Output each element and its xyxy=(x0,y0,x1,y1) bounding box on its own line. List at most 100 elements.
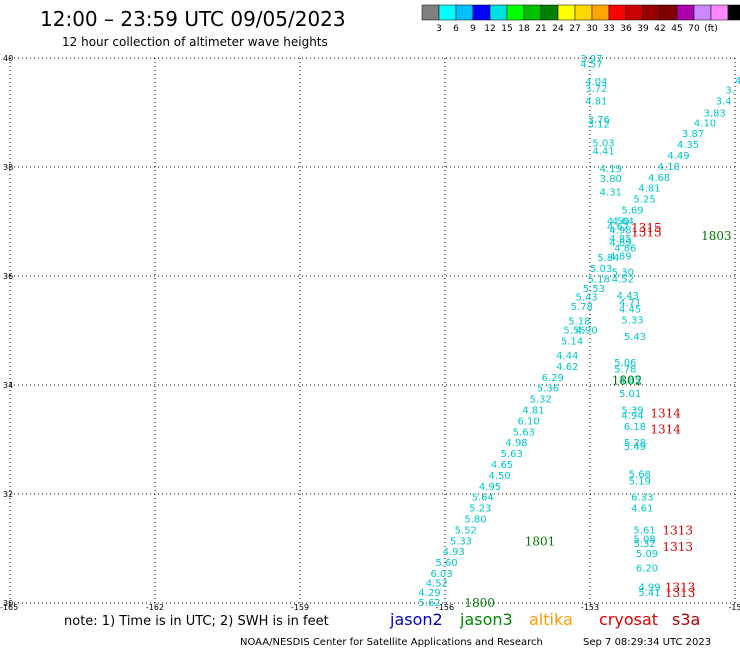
swh-value-label: 4.85 xyxy=(609,234,631,245)
swh-value-label: 5.78 xyxy=(571,302,593,313)
swh-value-label: 5.30 xyxy=(612,268,634,279)
swh-value-label: 5.55 xyxy=(563,325,585,336)
swh-value-label: 3.12 xyxy=(588,119,610,130)
swh-value-label: 5.33 xyxy=(450,536,472,547)
swh-value-label: 4.52 xyxy=(612,275,634,286)
swh-value-label: 4.99 xyxy=(638,583,660,594)
swh-value-label: 4.65 xyxy=(491,460,513,471)
swh-value-label: 4.71 xyxy=(619,298,641,309)
swh-value-label: 4.10 xyxy=(694,118,716,129)
scale-swatch xyxy=(421,4,440,21)
swh-value-label: 5.33 xyxy=(621,316,643,327)
grid-lines xyxy=(9,57,736,604)
scale-tick-label: 30 xyxy=(586,24,598,34)
pass-time-label: 1802 xyxy=(612,374,643,388)
swh-value-label: 3.97 xyxy=(580,54,602,65)
footer-note: note: 1) Time is in UTC; 2) SWH is in fe… xyxy=(64,614,329,629)
swh-value-label: 5.39 xyxy=(621,406,643,417)
x-tick-label: -159 xyxy=(291,603,309,612)
pass-time-label: 1313 xyxy=(665,586,696,600)
scale-swatch xyxy=(472,4,491,21)
swh-value-label: 4.94 xyxy=(621,411,643,422)
x-tick-label: -153 xyxy=(581,603,599,612)
scale-swatch xyxy=(642,4,661,21)
sat-s3a-label: s3a xyxy=(672,610,700,629)
data-labels: 43.3.43.834.103.874.354.494.184.684.815.… xyxy=(418,54,740,609)
swh-value-label: 5.14 xyxy=(561,336,583,347)
swh-value-label: 4.35 xyxy=(677,140,699,151)
swh-value-label: 5.32 xyxy=(530,395,552,406)
swh-value-label: 4.52 xyxy=(426,578,448,589)
scale-swatch xyxy=(438,4,457,21)
scale-swatch xyxy=(523,4,542,21)
scale-swatch xyxy=(727,4,740,21)
pass-time-label: 1315 xyxy=(631,225,662,239)
sat-jason3-label: jason3 xyxy=(459,610,513,629)
swh-value-label: 3.72 xyxy=(585,84,607,95)
swh-value-label: 5.61 xyxy=(634,525,656,536)
swh-value-label: 5.03 xyxy=(592,138,614,149)
swh-value-label: 4.62 xyxy=(556,362,578,373)
scale-swatch xyxy=(540,4,559,21)
swh-value-label: 4.50 xyxy=(607,216,629,227)
swh-value-label: 4.45 xyxy=(619,305,641,316)
swh-value-label: 6.10 xyxy=(518,416,540,427)
swh-value-label: 5.63 xyxy=(513,427,535,438)
scale-tick-label: 27 xyxy=(569,24,580,34)
swh-value-label: 4.98 xyxy=(609,226,631,237)
scale-swatch xyxy=(659,4,678,21)
pass-time-label: 1801 xyxy=(525,534,556,548)
time-labels: 1315131513141314131313131313131318031802… xyxy=(464,221,731,610)
swh-value-label: 3.80 xyxy=(600,174,622,185)
swh-value-label: 6.33 xyxy=(631,493,653,504)
scale-tick-label: 45 xyxy=(671,24,682,34)
scale-tick-label: 3 xyxy=(436,24,442,34)
swh-value-label: 4.57 xyxy=(580,59,602,70)
swh-value-label: 5.25 xyxy=(634,195,656,206)
swh-value-label: 4.19 xyxy=(600,164,622,175)
scale-tick-label: 6 xyxy=(453,24,459,34)
swh-value-label: 3. xyxy=(725,86,735,97)
swh-value-label: 5.28 xyxy=(624,438,646,449)
swh-value-label: 4.86 xyxy=(614,244,636,255)
swh-value-label: 4.81 xyxy=(638,184,660,195)
swh-value-label: 3.83 xyxy=(704,109,726,120)
swh-value-label: 4.81 xyxy=(585,97,607,108)
scale-tick-label: 15 xyxy=(501,24,512,34)
swh-value-label: 4.64 xyxy=(612,216,634,227)
swh-value-label: 5.64 xyxy=(472,493,494,504)
swh-value-label: 3.87 xyxy=(682,129,704,140)
swh-value-label: 4.81 xyxy=(522,406,544,417)
scale-tick-label: 39 xyxy=(637,24,649,34)
swh-value-label: 5.18 xyxy=(568,317,590,328)
pass-time-label: 1313 xyxy=(665,581,696,595)
swh-value-label: 5.03 xyxy=(590,264,612,275)
scale-swatch xyxy=(591,4,610,21)
swh-value-label: 5.52 xyxy=(455,525,477,536)
swh-value-label: 5.08 xyxy=(634,535,656,546)
scale-swatch xyxy=(693,4,712,21)
swh-value-label: 5.32 xyxy=(634,539,656,550)
swh-value-label: 4.93 xyxy=(443,547,465,558)
swh-value-label: 4.41 xyxy=(592,147,614,158)
pass-time-label: 1313 xyxy=(663,540,694,554)
scale-tick-label: (ft) xyxy=(704,24,718,34)
swh-value-label: 5.80 xyxy=(464,515,486,526)
scale-tick-label: 21 xyxy=(535,24,546,34)
chart-title: 12:00 – 23:59 UTC 09/05/2023 xyxy=(40,7,346,31)
swh-value-label: 5.78 xyxy=(614,365,636,376)
swh-value-label: 5.06 xyxy=(614,358,636,369)
scale-tick-label: 12 xyxy=(484,24,495,34)
scale-swatch xyxy=(489,4,508,21)
swh-value-label: 5.43 xyxy=(576,293,598,304)
swh-value-label: 4.31 xyxy=(600,188,622,199)
swh-value-label: 4.18 xyxy=(658,162,680,173)
scale-tick-label: 24 xyxy=(552,24,564,34)
swh-value-label: 5.63 xyxy=(501,449,523,460)
footer-timestamp: Sep 7 08:29:34 UTC 2023 xyxy=(583,637,711,648)
swh-value-label: 4.44 xyxy=(556,351,578,362)
pass-time-label: 1315 xyxy=(631,221,662,235)
scale-swatch xyxy=(608,4,627,21)
swh-value-label: 5.18 xyxy=(588,275,610,286)
swh-value-label: 5.19 xyxy=(629,476,651,487)
